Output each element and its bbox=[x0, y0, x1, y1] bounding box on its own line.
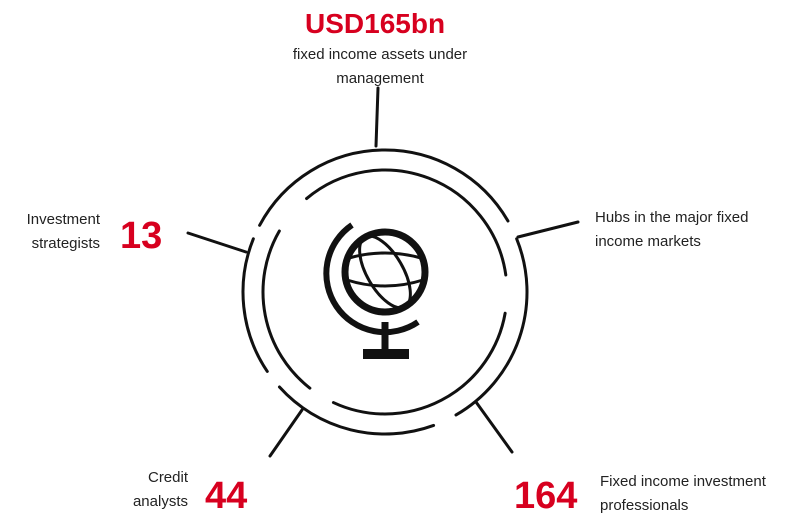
label-line: management bbox=[336, 70, 424, 87]
label-line: Credit bbox=[147, 469, 188, 486]
stat-value: 13 bbox=[120, 215, 163, 257]
label-line: Fixed income investment bbox=[600, 473, 766, 490]
label-line: professionals bbox=[600, 497, 689, 514]
connector bbox=[516, 220, 580, 239]
connectors bbox=[186, 86, 580, 458]
label-line: analysts bbox=[132, 493, 188, 510]
connector bbox=[186, 231, 248, 254]
rings bbox=[241, 148, 529, 436]
stat-label: Hubs in the major fixed income markets bbox=[595, 206, 748, 254]
connector bbox=[374, 86, 380, 148]
stat-value: 44 bbox=[205, 475, 248, 517]
globe bbox=[341, 228, 429, 316]
label-line: Hubs in the major fixed bbox=[595, 209, 749, 226]
ring-arc bbox=[261, 229, 312, 390]
ring-arc bbox=[277, 385, 436, 436]
stat-label: fixed income assets under management bbox=[230, 43, 530, 91]
ring-arc bbox=[331, 311, 507, 416]
label-line: strategists bbox=[31, 235, 100, 252]
ring-arc bbox=[454, 237, 529, 417]
globe-base bbox=[363, 349, 409, 359]
connector bbox=[268, 408, 304, 458]
stat-label: Credit analysts bbox=[133, 466, 188, 514]
stat-label: Fixed income investment professionals bbox=[600, 470, 766, 518]
ring-arc bbox=[241, 237, 269, 373]
globe-parallels bbox=[346, 251, 424, 288]
connector bbox=[474, 400, 514, 454]
label-line: income markets bbox=[595, 233, 701, 250]
ring-arc bbox=[305, 168, 508, 277]
ring-arc bbox=[258, 148, 510, 227]
globe-holder bbox=[323, 222, 420, 336]
stat-label: Investment strategists bbox=[27, 208, 100, 256]
label-line: fixed income assets under bbox=[292, 46, 468, 63]
globe-meridian bbox=[358, 234, 412, 310]
stat-value: 164 bbox=[514, 475, 578, 517]
label-line: Investment bbox=[26, 211, 100, 228]
globe-icon bbox=[323, 222, 429, 359]
stat-value: USD165bn bbox=[305, 8, 446, 39]
